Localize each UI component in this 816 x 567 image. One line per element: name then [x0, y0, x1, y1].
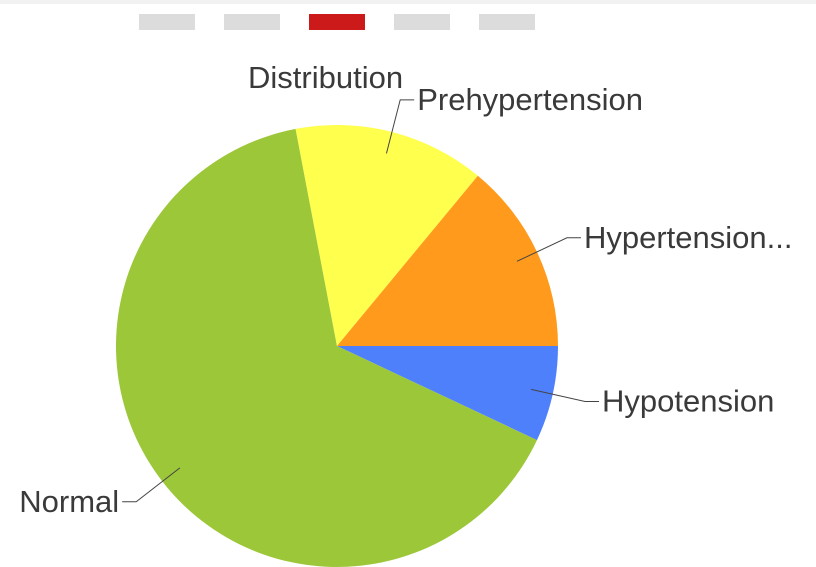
chart-title: Distribution	[248, 60, 403, 95]
page-dot[interactable]	[139, 14, 195, 30]
pie-slice	[116, 128, 537, 567]
leader-line	[516, 237, 581, 262]
page-indicator	[139, 14, 535, 30]
slice-label: Hypotension	[602, 384, 774, 419]
page-dot[interactable]	[224, 14, 280, 30]
slice-label: Normal	[19, 484, 119, 519]
page-dot[interactable]	[479, 14, 535, 30]
page-dot-active[interactable]	[309, 14, 365, 30]
pie-slice	[337, 346, 558, 441]
pie-slice	[295, 125, 478, 346]
leader-line	[385, 99, 415, 154]
pie	[116, 125, 558, 567]
top-edge	[0, 0, 816, 4]
slice-label: Prehypertension	[417, 82, 643, 117]
pie-slice	[337, 175, 558, 346]
leader-line	[531, 388, 600, 402]
page-dot[interactable]	[394, 14, 450, 30]
slice-label: Hypertension...	[584, 220, 793, 255]
leader-line	[122, 467, 181, 503]
